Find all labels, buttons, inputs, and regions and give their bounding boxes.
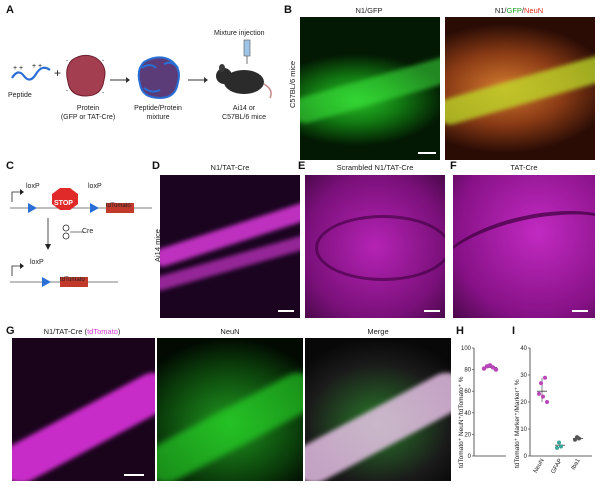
- protein-label-2: (GFP or TAT-Cre): [60, 114, 116, 121]
- chart-i-ylabel: tdTomato⁺ Marker⁺/Marker⁺ %: [514, 379, 521, 468]
- svg-text:-: -: [66, 58, 68, 64]
- mixture-blob: [134, 54, 184, 102]
- label-slash: /: [521, 6, 524, 15]
- scale-bar-b: [418, 152, 436, 154]
- panel-d-title: N1/TAT-Cre: [210, 163, 250, 172]
- micrograph-g-tdtomato: [12, 338, 155, 481]
- data-point: [543, 375, 547, 380]
- svg-text:-: -: [102, 58, 104, 64]
- chart-i: 0 10 20 30 40 NeuN GFAP Iba1: [520, 346, 592, 475]
- protein-blob: - - - -: [64, 52, 108, 100]
- micrograph-d: [160, 175, 300, 318]
- panel-f-title: TAT-Cre: [510, 163, 538, 172]
- panel-e-title: Scrambled N1/TAT-Cre: [336, 163, 414, 172]
- data-point: [493, 367, 499, 372]
- label-neun: NeuN: [524, 6, 544, 15]
- g-title-suffix: ): [117, 327, 121, 336]
- loxp-label-1: loxP: [26, 183, 40, 190]
- scale-bar-d: [278, 310, 294, 312]
- y-tick-label: 20: [520, 400, 527, 406]
- svg-text:+ +: + +: [13, 65, 23, 72]
- data-point: [539, 381, 543, 386]
- y-tick-label: 100: [461, 346, 472, 352]
- mixture-label-1: Peptide/Protein: [134, 105, 182, 112]
- data-point: [557, 440, 561, 445]
- data-point: [555, 445, 559, 450]
- panel-g-title-right: Merge: [367, 327, 389, 336]
- panel-h-label: H: [456, 325, 464, 337]
- micrograph-f: [453, 175, 595, 318]
- stop-label: STOP: [54, 200, 73, 207]
- y-tick-label: 40: [464, 411, 471, 417]
- data-point: [541, 394, 545, 399]
- mouse-label-1: Ai14 or: [232, 105, 256, 112]
- panel-f-label: F: [450, 160, 457, 172]
- panel-e-label: E: [298, 160, 306, 172]
- y-tick-label: 20: [464, 432, 471, 438]
- panel-b-row-label: C57BL/6 mice: [288, 60, 297, 108]
- micrograph-b-merge: [445, 17, 595, 160]
- y-tick-label: 80: [464, 368, 471, 374]
- data-point: [577, 436, 581, 441]
- chart-h: 0 20 40 60 80 100: [461, 346, 506, 460]
- y-tick-label: 60: [464, 389, 471, 395]
- micrograph-g-neun: [157, 338, 303, 481]
- scale-bar-g: [124, 474, 144, 476]
- arrow-right-icon: [110, 76, 130, 84]
- x-tick-label: Iba1: [571, 457, 582, 471]
- panel-b-label: B: [284, 4, 292, 16]
- g-title-td: tdTomato: [87, 327, 118, 336]
- scale-bar-e: [424, 310, 440, 312]
- y-tick-label: 10: [520, 427, 527, 433]
- data-point: [537, 391, 541, 396]
- peptide-label: Peptide: [8, 92, 32, 99]
- scale-bar-f: [572, 310, 588, 312]
- cre-label: Cre: [82, 228, 94, 235]
- data-point: [559, 444, 563, 449]
- cre-lox-diagram: [8, 172, 154, 322]
- g-title-prefix: N1/TAT-Cre (: [43, 327, 88, 336]
- plus-sign: +: [54, 66, 62, 80]
- panel-d-label: D: [152, 160, 160, 172]
- peptide-illustration: + + + +: [10, 58, 56, 90]
- label-n1: N1/: [494, 6, 507, 15]
- panel-b-title-left: N1/GFP: [355, 6, 383, 15]
- y-tick-label: 30: [520, 373, 527, 379]
- data-point: [545, 400, 549, 404]
- tdtomato-label-2: tdTomato: [60, 277, 85, 283]
- x-tick-label: NeuN: [533, 458, 546, 474]
- protein-label-1: Protein: [76, 105, 100, 112]
- y-tick-label: 40: [520, 346, 527, 352]
- arrow-right-icon-2: [188, 76, 208, 84]
- panel-a-label: A: [6, 4, 14, 16]
- loxp-label-3: loxP: [30, 259, 44, 266]
- svg-text:-: -: [102, 90, 104, 96]
- micrograph-b-gfp: [300, 17, 440, 160]
- mixture-label-2: mixture: [146, 114, 170, 121]
- panel-b-title-right: N1/GFP/NeuN: [445, 6, 593, 15]
- chart-h-ylabel: tdTomato⁺ NeuN⁺/tdTomato⁺ %: [458, 376, 465, 468]
- micrograph-e: [305, 175, 445, 318]
- panel-g-title-mid: NeuN: [220, 327, 240, 336]
- micrograph-g-merge: [305, 338, 451, 481]
- tdtomato-label-1: tdTomato: [106, 203, 131, 209]
- svg-text:+ +: + +: [32, 63, 42, 70]
- loxp-label-2: loxP: [88, 183, 102, 190]
- injection-label: Mixture injection: [214, 30, 265, 37]
- panel-g-label: G: [6, 325, 15, 337]
- x-tick-label: GFAP: [551, 458, 564, 475]
- y-tick-label: 0: [524, 454, 528, 460]
- y-tick-label: 0: [468, 454, 472, 460]
- panel-g-title-left: N1/TAT-Cre (tdTomato): [12, 327, 152, 336]
- mouse-syringe-icon: [208, 38, 278, 104]
- panel-c-label: C: [6, 160, 14, 172]
- svg-text:-: -: [66, 88, 68, 94]
- label-gfp: GFP: [506, 6, 522, 15]
- mouse-label-2: C57BL/6 mice: [222, 114, 266, 121]
- panel-i-label: I: [512, 325, 516, 337]
